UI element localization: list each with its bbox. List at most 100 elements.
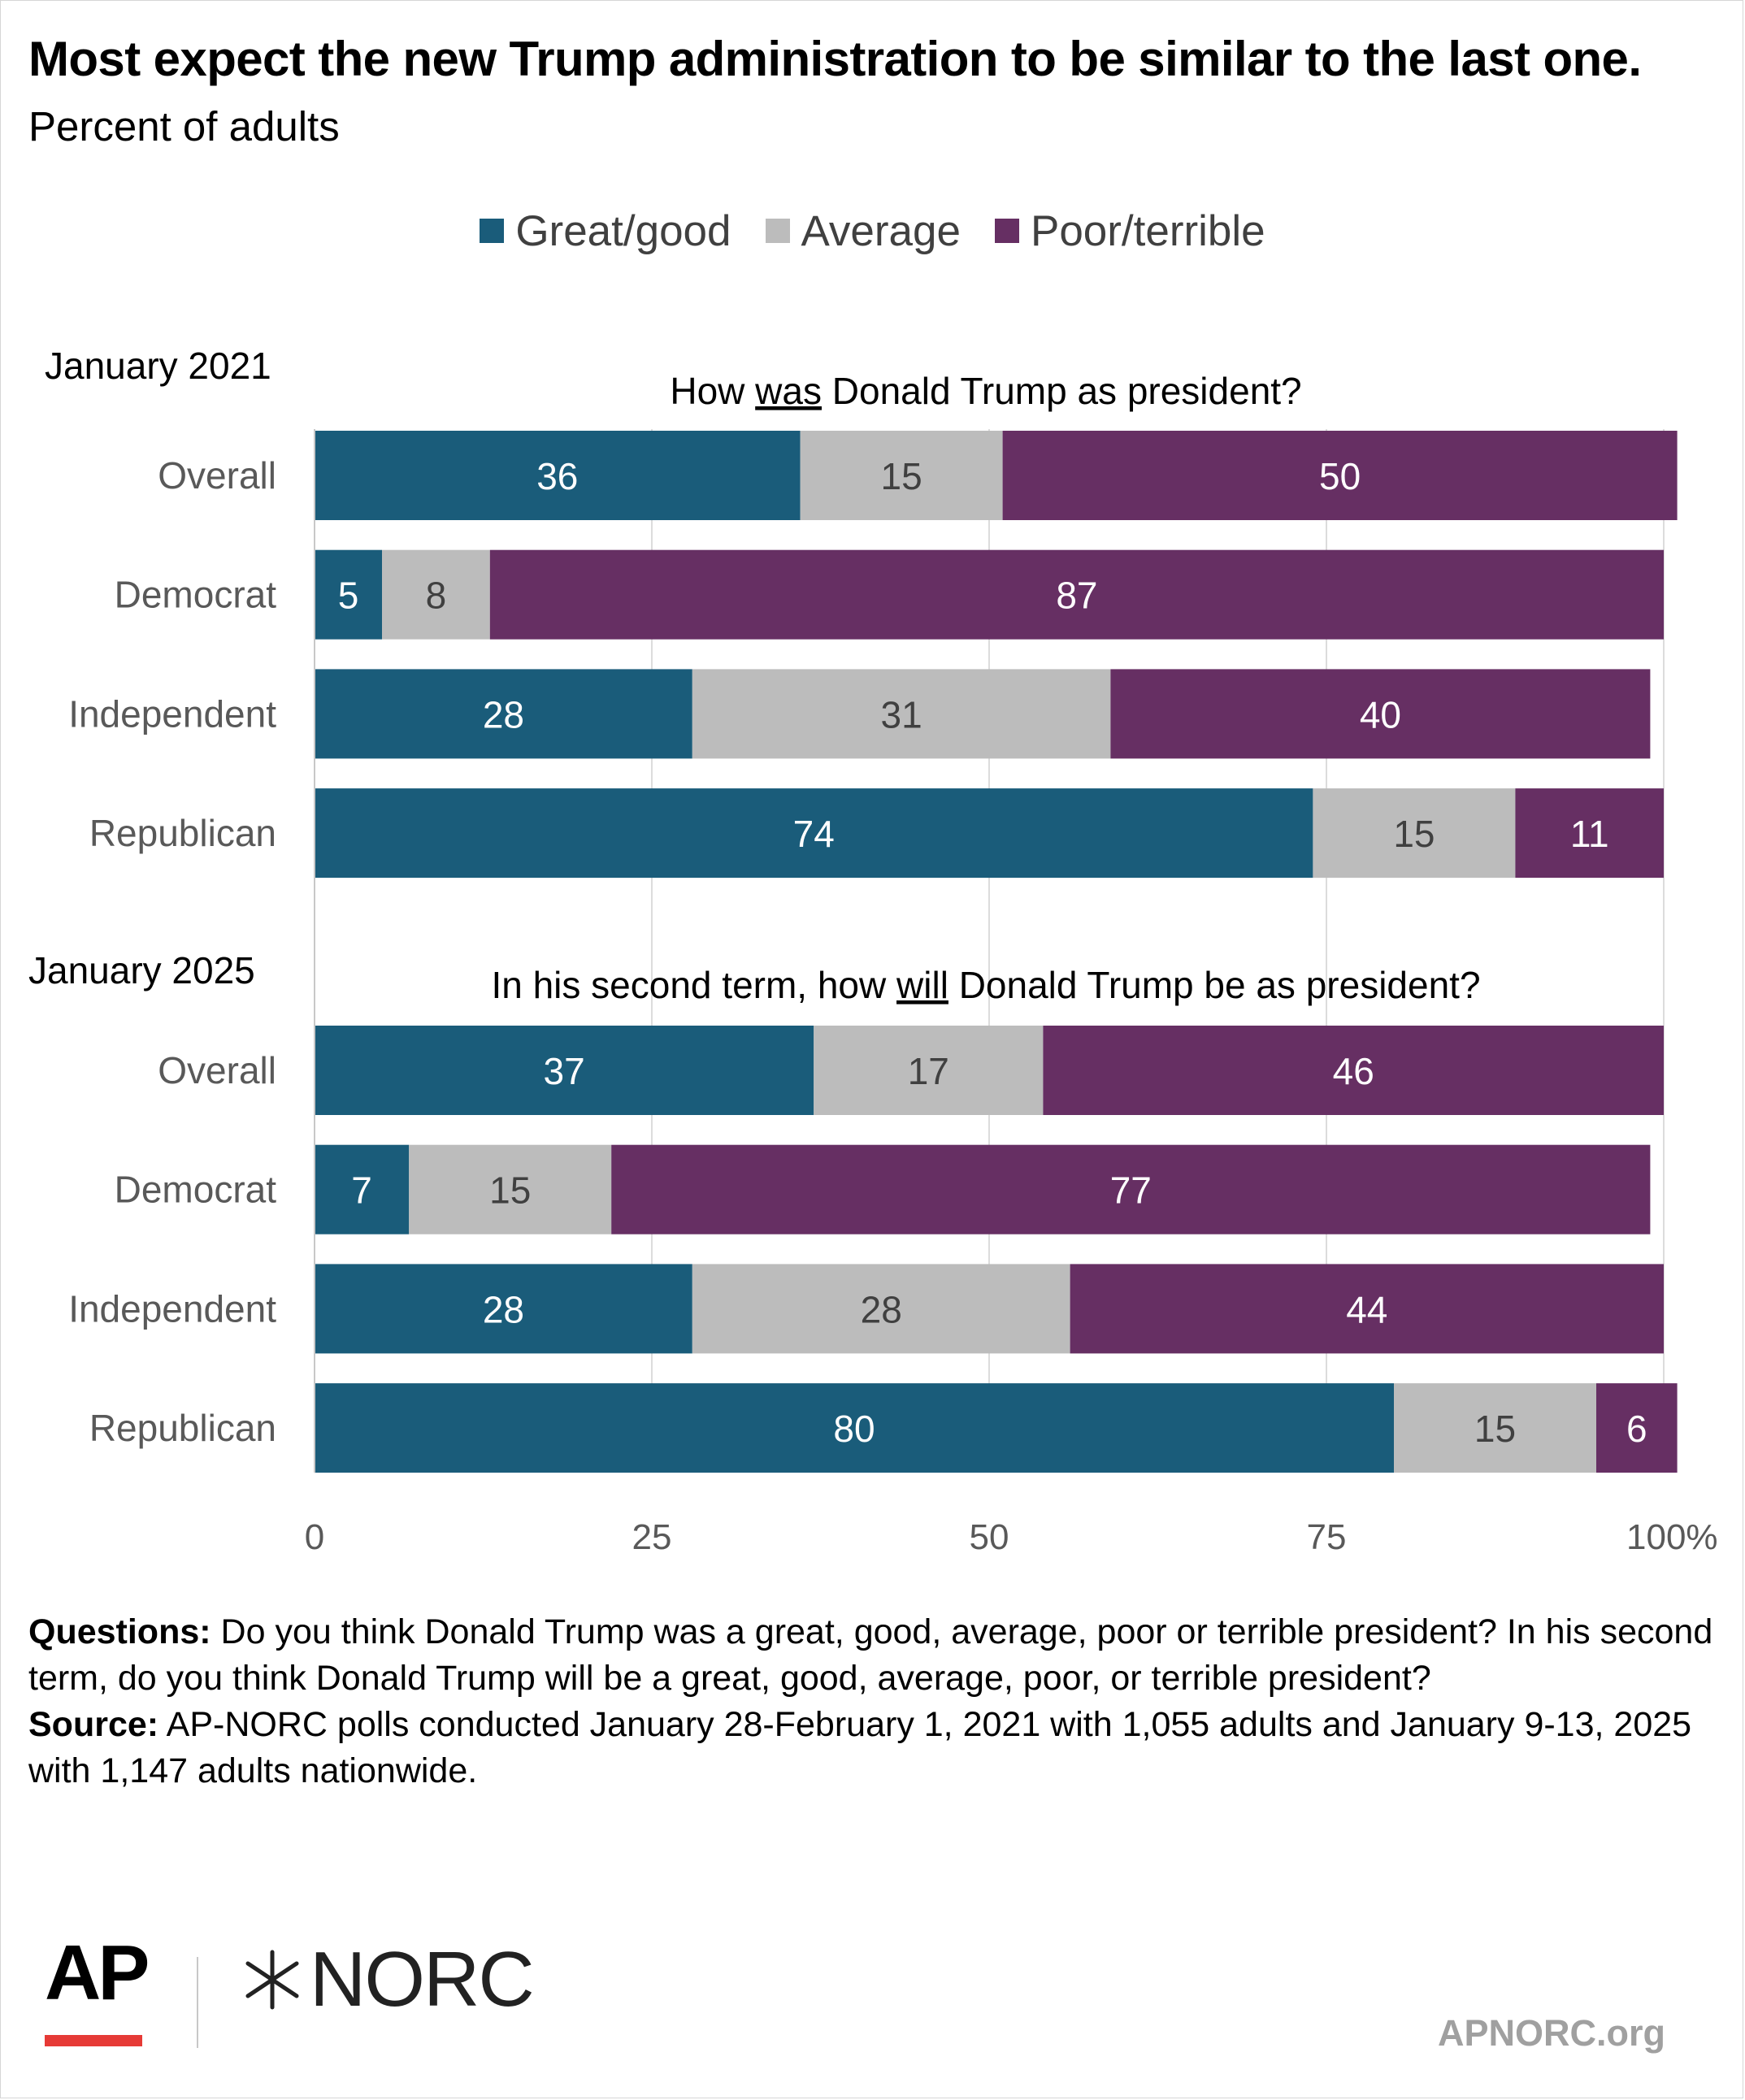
bar-great-good-independent-0 [315,669,692,759]
data-label-great-good-republican-1: 80 [833,1408,875,1450]
data-label-great-good-democrat-0: 5 [338,575,359,617]
data-label-great-good-republican-0: 74 [793,813,835,855]
data-label-great-good-independent-0: 28 [483,693,524,735]
legend: Great/good Average Poor/terrible [0,206,1745,255]
data-label-average-overall-1: 17 [908,1050,949,1092]
bar-poor-terrible-republican-1 [1596,1383,1678,1473]
category-label-democrat: Democrat [115,574,277,616]
bar-average-independent-0 [692,669,1111,759]
data-label-average-republican-0: 15 [1393,813,1435,855]
data-label-average-democrat-0: 8 [426,575,447,617]
legend-swatch-average [765,219,790,243]
legend-item-average: Average [765,206,961,256]
category-label-democrat: Democrat [115,1169,277,1211]
bar-great-good-democrat-0 [315,549,382,640]
category-label-republican: Republican [89,1407,276,1449]
norc-logo-text: NORC [310,1936,535,2023]
data-label-average-independent-0: 31 [881,693,922,735]
ap-logo: AP [45,1929,150,2048]
question-suffix: Donald Trump as president? [822,370,1302,412]
x-tick-label-0: 0 [305,1517,324,1557]
ap-logo-text: AP [45,1929,150,2016]
question-underlined-word: was [754,370,822,412]
bar-great-good-republican-0 [315,788,1313,879]
question-suffix: Donald Trump be as president? [948,964,1481,1006]
source-text: AP-NORC polls conducted January 28-Febru… [28,1705,1692,1790]
category-label-overall: Overall [158,454,276,497]
source-label: Source: [28,1705,159,1744]
footnotes: Questions: Do you think Donald Trump was… [28,1609,1719,1794]
chart-subtitle: Percent of adults [28,103,340,150]
legend-label-average: Average [801,206,961,255]
legend-label-poor-terrible: Poor/terrible [1030,206,1265,255]
questions-text: Do you think Donald Trump was a great, g… [28,1612,1713,1698]
bar-average-democrat-1 [409,1144,612,1234]
ap-logo-bar [45,2035,142,2046]
data-label-great-good-democrat-1: 7 [351,1169,372,1212]
legend-item-great-good: Great/good [480,206,731,256]
bar-great-good-overall-0 [315,431,801,520]
bar-poor-terrible-overall-1 [1043,1026,1664,1115]
source-note: Source: AP-NORC polls conducted January … [28,1702,1719,1794]
question-prefix: In his second term, how [491,964,896,1006]
data-label-poor-terrible-republican-0: 11 [1570,813,1609,855]
panel-question-0: How was Donald Trump as president? [670,370,1301,412]
bar-poor-terrible-democrat-0 [489,549,1664,640]
bar-average-democrat-0 [382,549,490,640]
legend-swatch-great-good [480,219,505,243]
chart-title: Most expect the new Trump administration… [28,32,1642,86]
bar-average-overall-0 [800,431,1003,520]
data-label-average-overall-0: 15 [881,455,922,497]
bar-average-republican-1 [1394,1383,1596,1473]
question-prefix: How [670,370,755,412]
data-label-poor-terrible-democrat-1: 77 [1110,1169,1152,1212]
data-label-poor-terrible-overall-1: 46 [1333,1050,1374,1092]
bar-great-good-democrat-1 [315,1144,410,1234]
category-label-overall: Overall [158,1049,276,1091]
x-tick-label-1: 25 [632,1517,672,1557]
panel-question-1: In his second term, how will Donald Trum… [491,964,1480,1006]
question-underlined-word: will [896,964,948,1006]
data-label-great-good-overall-0: 36 [536,455,578,497]
category-label-independent: Independent [68,692,276,735]
bar-great-good-republican-1 [315,1383,1394,1473]
data-label-great-good-independent-1: 28 [483,1288,524,1330]
bar-average-independent-1 [692,1264,1070,1354]
data-label-average-democrat-1: 15 [489,1169,531,1212]
bar-average-overall-1 [814,1026,1044,1115]
norc-star-icon [245,1950,299,2010]
questions-note: Questions: Do you think Donald Trump was… [28,1609,1719,1702]
panel-period-1: January 2025 [28,949,255,991]
data-label-poor-terrible-republican-1: 6 [1626,1408,1647,1450]
data-label-poor-terrible-independent-0: 40 [1360,693,1401,735]
data-label-poor-terrible-overall-0: 50 [1319,455,1361,497]
norc-logo: NORC [240,1936,535,2023]
legend-swatch-poor-terrible [994,219,1019,243]
data-label-average-republican-1: 15 [1474,1408,1516,1450]
website-link[interactable]: APNORC.org [1438,2012,1665,2054]
bar-great-good-independent-1 [315,1264,692,1354]
panel-period-0: January 2021 [45,345,271,387]
data-label-poor-terrible-democrat-0: 87 [1056,575,1097,617]
bar-poor-terrible-independent-0 [1110,669,1651,759]
bar-average-republican-0 [1313,788,1516,879]
data-label-great-good-overall-1: 37 [544,1050,585,1092]
questions-label: Questions: [28,1612,211,1651]
category-label-independent: Independent [68,1287,276,1330]
legend-label-great-good: Great/good [515,206,731,255]
bar-poor-terrible-republican-0 [1515,788,1664,879]
legend-item-poor-terrible: Poor/terrible [994,206,1265,256]
x-tick-label-4: 100% [1626,1517,1718,1557]
category-label-republican: Republican [89,812,276,854]
bar-great-good-overall-1 [315,1026,814,1115]
data-label-poor-terrible-independent-1: 44 [1346,1288,1387,1330]
data-label-average-independent-1: 28 [861,1288,902,1330]
x-tick-label-3: 75 [1307,1517,1347,1557]
x-tick-label-2: 50 [970,1517,1009,1557]
logo-divider [197,1957,198,2048]
bar-poor-terrible-independent-1 [1070,1264,1664,1354]
bar-poor-terrible-democrat-1 [611,1144,1651,1234]
bar-poor-terrible-overall-0 [1002,431,1678,520]
